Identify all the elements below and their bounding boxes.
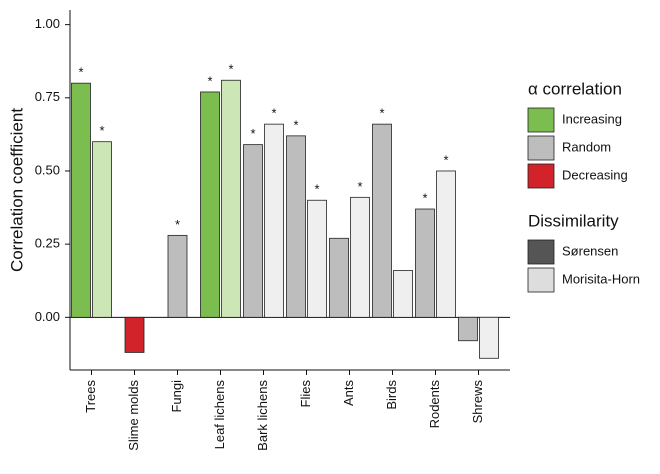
significance-mark: * bbox=[271, 106, 276, 121]
y-tick-label: 0.00 bbox=[35, 309, 60, 324]
x-tick-label: Bark lichens bbox=[255, 380, 270, 451]
bar bbox=[479, 316, 499, 359]
legend-swatch bbox=[527, 107, 555, 133]
significance-mark: * bbox=[314, 182, 319, 197]
legend-swatch bbox=[527, 163, 555, 189]
x-tick-label: Fungi bbox=[169, 380, 184, 413]
significance-mark: * bbox=[250, 126, 255, 141]
x-tick-label: Rodents bbox=[427, 380, 442, 429]
significance-mark: * bbox=[99, 123, 104, 138]
significance-mark: * bbox=[357, 179, 362, 194]
significance-mark: * bbox=[379, 106, 384, 121]
x-tick-label: Leaf lichens bbox=[212, 380, 227, 450]
significance-mark: * bbox=[293, 117, 298, 132]
bar bbox=[329, 237, 349, 318]
bar bbox=[167, 234, 188, 318]
significance-mark: * bbox=[228, 62, 233, 77]
significance-mark: * bbox=[207, 73, 212, 88]
bar bbox=[243, 144, 263, 318]
x-tick-label: Shrews bbox=[470, 380, 485, 424]
bar bbox=[71, 82, 91, 318]
y-tick-label: 0.25 bbox=[35, 236, 60, 251]
y-axis-label: Correlation coefficient bbox=[7, 108, 26, 272]
x-tick-label: Birds bbox=[384, 380, 399, 410]
bar bbox=[436, 170, 456, 318]
y-tick-label: 0.50 bbox=[35, 162, 60, 177]
legend-label: Random bbox=[562, 139, 611, 154]
legend-label: Morisita-Horn bbox=[562, 271, 640, 286]
bar bbox=[415, 208, 435, 318]
y-tick-label: 0.75 bbox=[35, 89, 60, 104]
significance-mark: * bbox=[422, 190, 427, 205]
x-tick-label: Slime molds bbox=[126, 380, 141, 451]
bar bbox=[124, 316, 145, 353]
bar bbox=[264, 123, 284, 318]
legend-title: Dissimilarity bbox=[528, 211, 619, 230]
legend-title: α correlation bbox=[528, 79, 622, 98]
bar bbox=[307, 199, 327, 318]
x-tick-label: Flies bbox=[298, 380, 313, 408]
significance-mark: * bbox=[175, 217, 180, 232]
bar bbox=[372, 123, 392, 318]
legend-label: Decreasing bbox=[562, 167, 628, 182]
bar bbox=[92, 141, 112, 318]
bar bbox=[200, 91, 220, 318]
y-tick-label: 1.00 bbox=[35, 16, 60, 31]
bar bbox=[221, 79, 241, 318]
bar bbox=[286, 135, 306, 318]
bar bbox=[350, 196, 370, 318]
legend-swatch bbox=[527, 239, 555, 265]
legend-label: Sørensen bbox=[562, 243, 618, 258]
bar bbox=[458, 316, 478, 342]
significance-mark: * bbox=[443, 152, 448, 167]
legend-swatch bbox=[527, 267, 555, 293]
x-tick-label: Ants bbox=[341, 380, 356, 407]
significance-mark: * bbox=[78, 65, 83, 80]
legend-swatch bbox=[527, 135, 555, 161]
bar bbox=[393, 270, 413, 318]
x-tick-label: Trees bbox=[83, 380, 98, 413]
legend-label: Increasing bbox=[562, 111, 622, 126]
